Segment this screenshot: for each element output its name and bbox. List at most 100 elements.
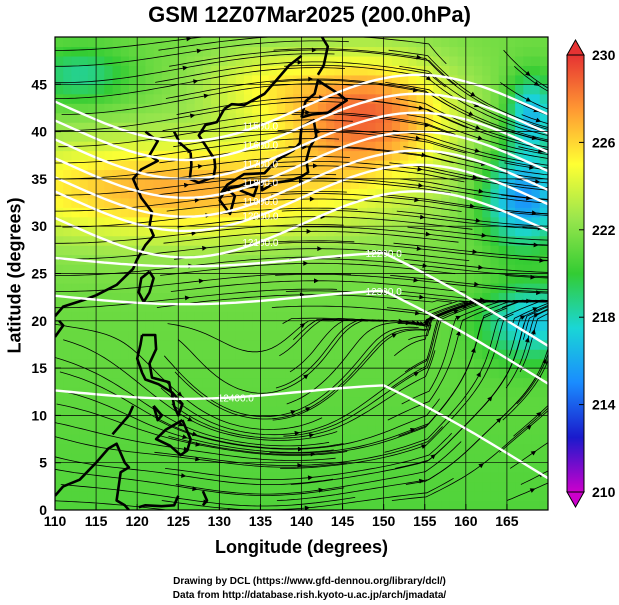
field-cell <box>367 481 377 492</box>
field-cell <box>170 245 179 256</box>
field-cell <box>416 434 426 445</box>
field-cell <box>186 396 196 407</box>
field-cell <box>63 462 73 473</box>
field-cell <box>391 311 401 322</box>
field-cell <box>474 462 483 473</box>
field-cell <box>375 65 385 76</box>
field-cell <box>515 405 524 416</box>
field-cell <box>137 112 146 123</box>
field-cell <box>219 264 229 275</box>
field-cell <box>342 37 352 48</box>
field-cell <box>153 226 163 237</box>
field-cell <box>441 330 450 341</box>
field-cell <box>276 320 286 331</box>
field-cell <box>128 349 138 360</box>
field-cell <box>120 282 130 294</box>
field-cell <box>523 55 533 66</box>
field-cell <box>71 434 81 445</box>
field-cell <box>170 349 179 360</box>
field-cell <box>186 84 196 95</box>
field-cell <box>359 273 368 284</box>
field-cell <box>243 103 253 114</box>
field-cell <box>424 377 434 388</box>
field-cell <box>515 453 524 464</box>
field-cell <box>416 112 426 123</box>
field-cell <box>457 453 467 464</box>
field-cell <box>170 424 179 435</box>
field-cell <box>367 282 377 294</box>
field-cell <box>186 122 196 133</box>
field-cell <box>342 387 352 398</box>
field-cell <box>400 46 409 57</box>
field-cell <box>227 462 237 473</box>
field-cell <box>334 131 344 142</box>
field-cell <box>317 65 327 76</box>
field-cell <box>482 254 492 265</box>
field-cell <box>498 93 508 104</box>
field-cell <box>260 159 270 171</box>
field-cell <box>104 207 114 218</box>
field-cell <box>128 74 138 85</box>
field-cell <box>96 320 105 331</box>
field-cell <box>71 339 81 350</box>
field-cell <box>120 37 130 48</box>
field-cell <box>120 368 130 379</box>
field-cell <box>334 500 344 510</box>
field-cell <box>145 226 155 237</box>
field-cell <box>441 320 450 331</box>
field-cell <box>490 207 500 218</box>
field-cell <box>243 462 253 473</box>
field-cell <box>391 169 401 180</box>
field-cell <box>482 481 492 492</box>
field-cell <box>400 443 409 454</box>
field-cell <box>227 216 237 227</box>
field-cell <box>457 396 467 407</box>
field-cell <box>449 235 459 246</box>
field-cell <box>170 462 179 473</box>
field-cell <box>432 358 442 369</box>
field-cell <box>457 358 467 369</box>
field-cell <box>243 264 253 275</box>
field-cell <box>474 311 483 322</box>
wind-arrow <box>412 87 419 93</box>
field-cell <box>515 178 524 189</box>
field-cell <box>367 415 377 426</box>
field-cell <box>383 481 393 492</box>
field-cell <box>424 84 434 95</box>
field-cell <box>449 226 459 237</box>
field-cell <box>63 197 73 208</box>
field-cell <box>161 216 171 227</box>
field-cell <box>202 207 212 218</box>
field-cell <box>104 387 114 398</box>
field-cell <box>293 273 303 284</box>
field-cell <box>432 150 442 161</box>
field-cell <box>375 358 385 369</box>
field-cell <box>359 405 368 416</box>
field-cell <box>153 472 163 483</box>
field-cell <box>211 434 220 445</box>
field-cell <box>432 301 442 312</box>
field-cell <box>268 65 278 76</box>
field-cell <box>260 37 270 48</box>
field-cell <box>211 481 220 492</box>
field-cell <box>202 311 212 322</box>
field-cell <box>474 453 483 464</box>
field-cell <box>153 141 163 152</box>
field-cell <box>235 415 245 426</box>
field-cell <box>457 500 467 510</box>
field-cell <box>424 141 434 152</box>
field-cell <box>243 424 253 435</box>
field-cell <box>252 245 262 256</box>
field-cell <box>359 37 368 48</box>
field-cell <box>531 462 541 473</box>
field-cell <box>506 434 516 445</box>
field-cell <box>317 103 327 114</box>
field-cell <box>194 254 204 265</box>
field-cell <box>342 481 352 492</box>
field-cell <box>515 131 524 142</box>
field-cell <box>268 141 278 152</box>
field-cell <box>498 481 508 492</box>
field-cell <box>367 245 377 256</box>
field-cell <box>359 254 368 265</box>
field-cell <box>457 405 467 416</box>
